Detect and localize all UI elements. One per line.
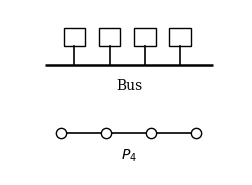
FancyBboxPatch shape <box>99 28 120 46</box>
Point <box>149 132 153 135</box>
Text: $P_4$: $P_4$ <box>121 148 137 164</box>
Point <box>194 132 198 135</box>
FancyBboxPatch shape <box>64 28 85 46</box>
Point <box>104 132 108 135</box>
Text: Bus: Bus <box>116 79 142 93</box>
Point <box>59 132 63 135</box>
FancyBboxPatch shape <box>134 28 155 46</box>
FancyBboxPatch shape <box>169 28 191 46</box>
